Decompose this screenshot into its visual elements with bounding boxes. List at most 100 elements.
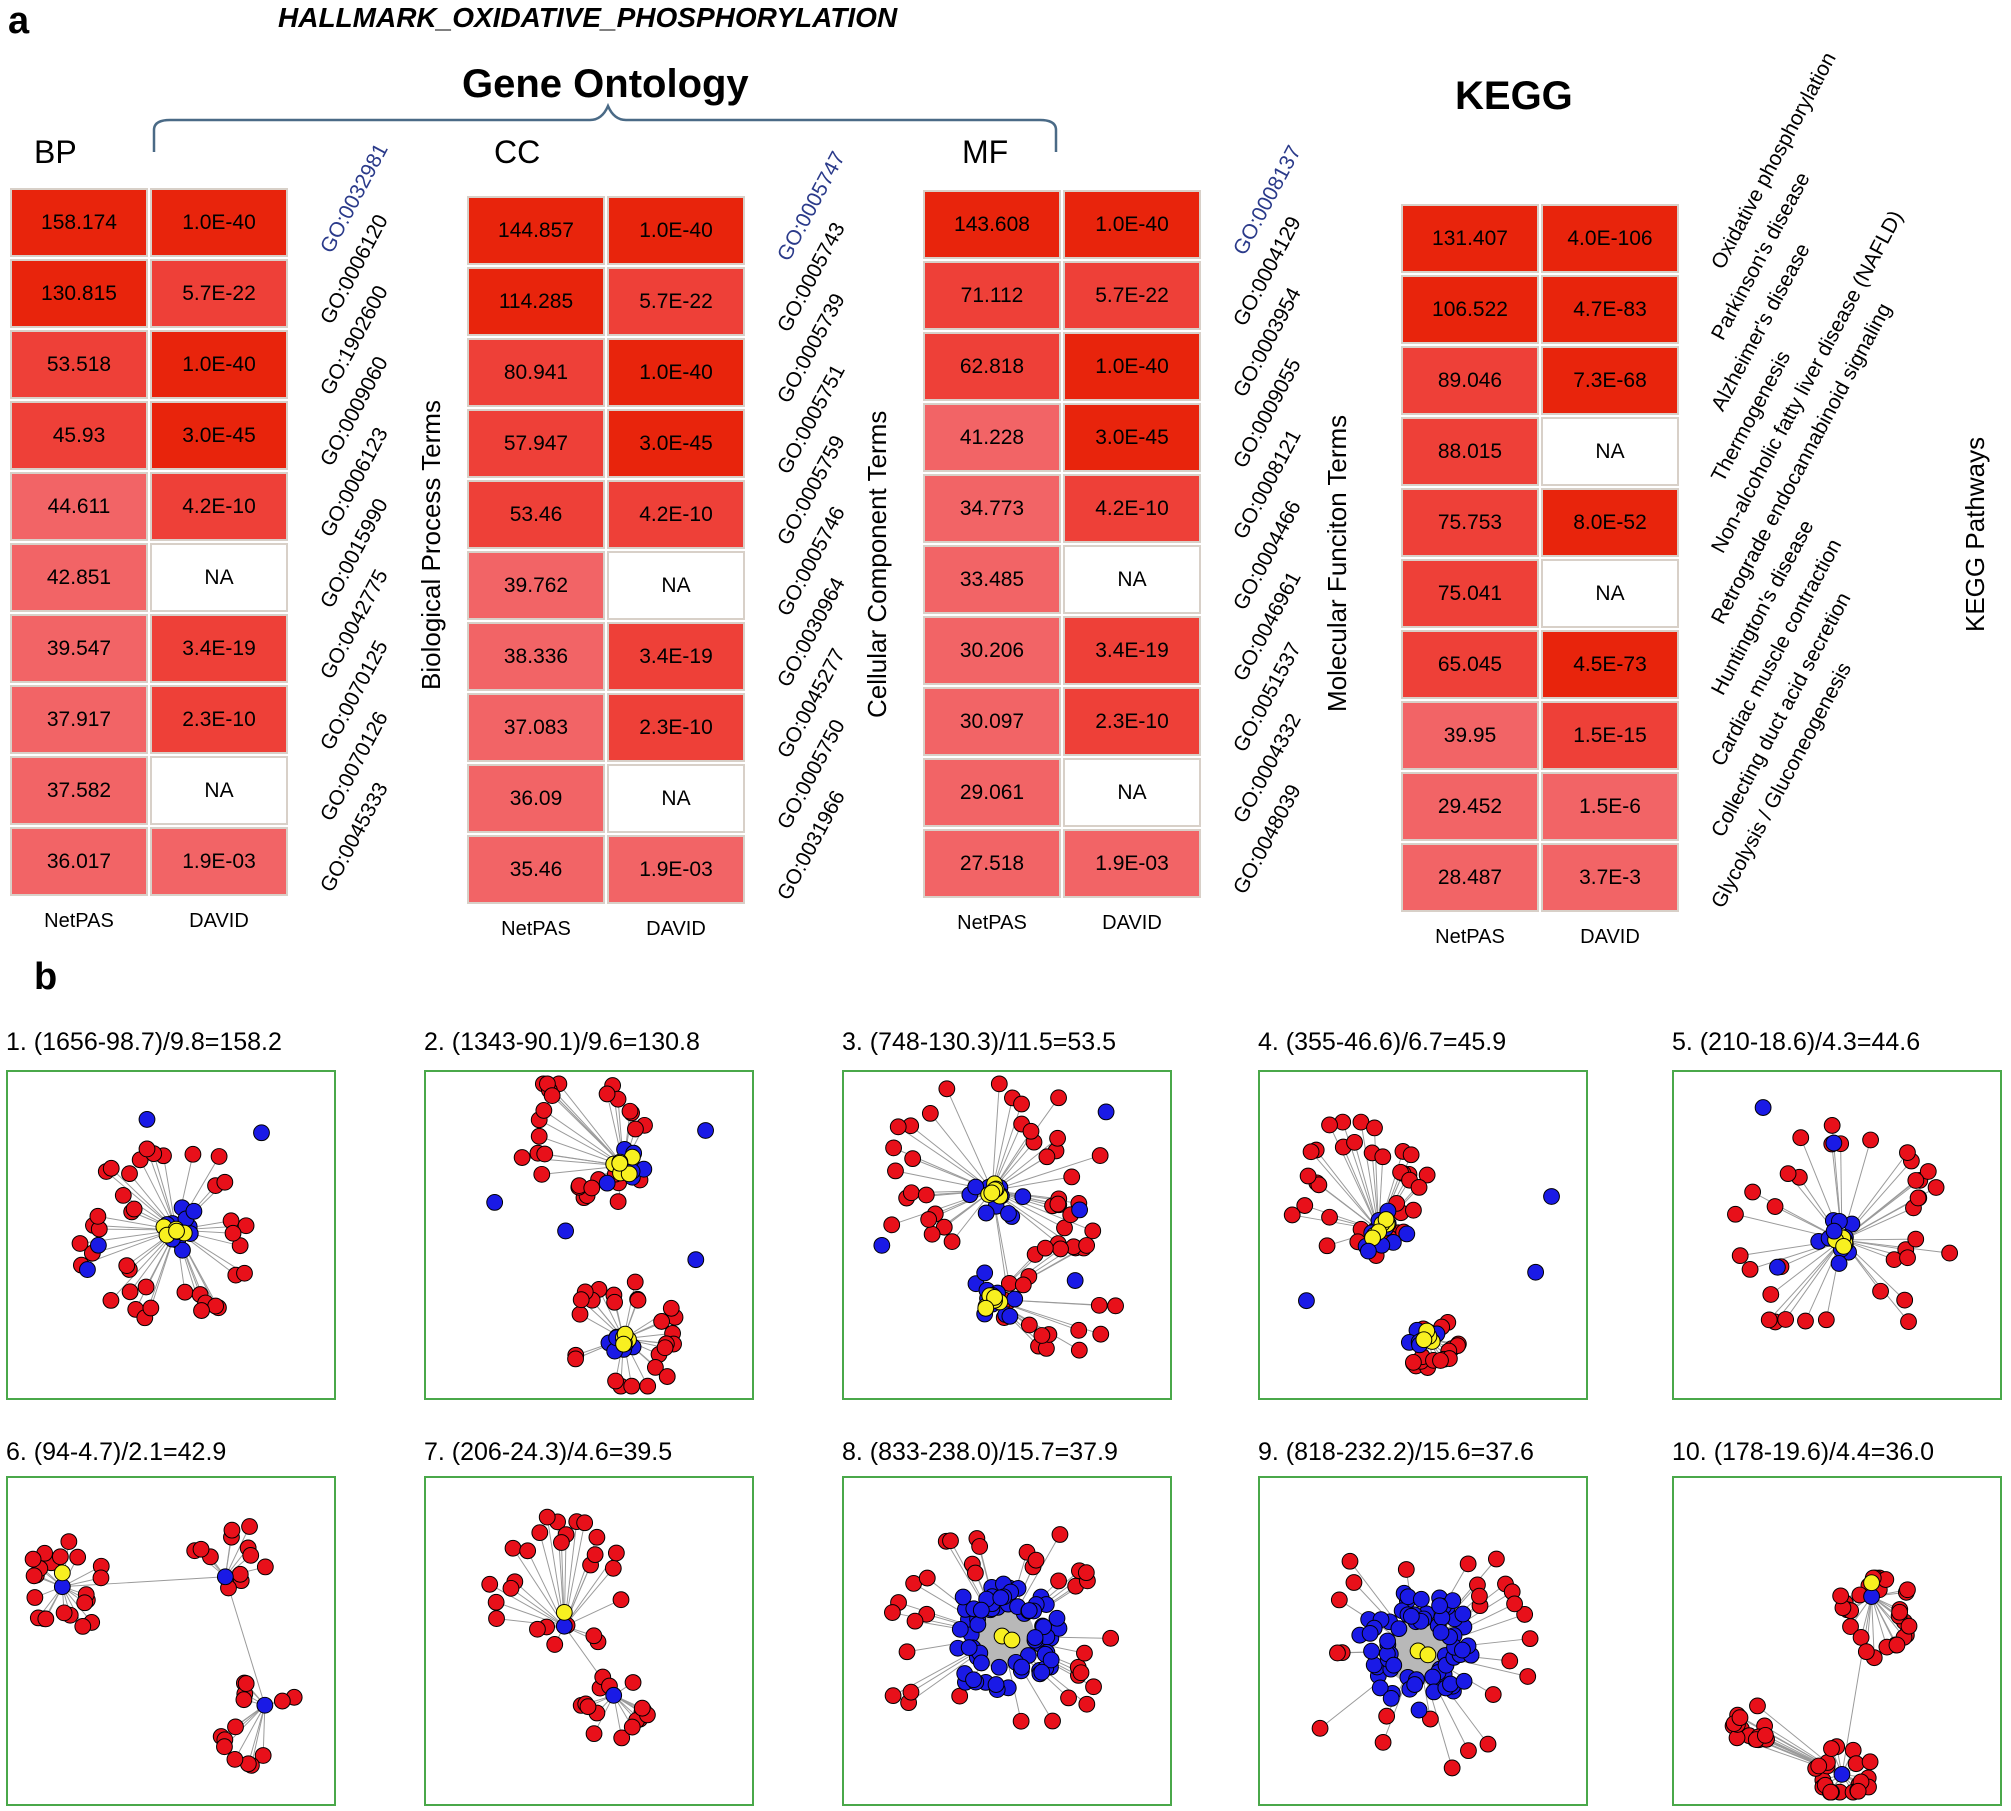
red-node: [227, 1718, 244, 1736]
blue-node: [1379, 1632, 1396, 1650]
mf-netpas-cell: 33.485: [923, 545, 1061, 614]
red-node: [125, 1200, 143, 1218]
red-node: [884, 1604, 901, 1621]
red-node: [938, 1080, 956, 1098]
red-node: [971, 1538, 989, 1555]
red-node: [210, 1148, 228, 1165]
red-node: [898, 1643, 916, 1661]
blue-node: [1361, 1624, 1379, 1642]
cc-axis-title: Cellular Component Terms: [862, 410, 892, 718]
red-node: [1857, 1643, 1875, 1661]
blue-node: [1097, 1103, 1115, 1121]
red-node: [235, 1691, 253, 1709]
cc-netpas-column-label: NetPAS: [501, 918, 571, 940]
red-node: [24, 1550, 42, 1568]
network-panel: [1672, 1476, 2002, 1806]
red-node: [1907, 1172, 1925, 1189]
network-panel: [6, 1070, 336, 1400]
yellow-node: [1835, 1237, 1853, 1255]
hallmark-title: HALLMARK_OXIDATIVE_PHOSPHORYLATION: [278, 2, 898, 33]
red-node: [567, 1350, 584, 1368]
cc-netpas-cell: 53.46: [467, 480, 605, 549]
red-node: [1346, 1133, 1363, 1151]
red-node: [536, 1145, 554, 1163]
red-node: [1888, 1636, 1906, 1654]
red-node: [1296, 1197, 1314, 1214]
red-node: [236, 1264, 253, 1282]
network-title: 3. (748-130.3)/11.5=53.5: [842, 1028, 1117, 1056]
red-node: [102, 1159, 120, 1177]
blue-node: [1454, 1641, 1471, 1659]
blue-node: [1454, 1605, 1472, 1623]
mf-axis-title: Molecular Funciton Terms: [1322, 414, 1352, 712]
blue-node: [976, 1264, 994, 1282]
red-node: [176, 1283, 194, 1301]
panel-b-letter: b: [34, 956, 58, 998]
red-node: [585, 1725, 603, 1743]
red-node: [598, 1085, 616, 1103]
bp-netpas-cell: 37.582: [10, 756, 148, 825]
red-node: [1762, 1286, 1780, 1303]
red-node: [1460, 1742, 1477, 1760]
red-node: [656, 1339, 674, 1357]
kegg-netpas-cell: 28.487: [1401, 843, 1539, 912]
red-node: [25, 1567, 43, 1585]
bp-netpas-cell: 39.547: [10, 614, 148, 683]
blue-node: [1385, 1656, 1403, 1674]
red-node: [1051, 1526, 1069, 1543]
mf-netpas-cell: 30.097: [923, 687, 1061, 756]
cc-david-cell: 5.7E-22: [607, 267, 745, 336]
red-node: [1777, 1311, 1795, 1328]
red-node: [1038, 1148, 1056, 1166]
blue-node: [1013, 1658, 1031, 1676]
yellow-node: [1419, 1646, 1437, 1664]
gene-ontology-bracket: [152, 102, 1058, 152]
red-node: [607, 1372, 624, 1390]
cc-david-cell: NA: [607, 764, 745, 833]
kegg-netpas-cell: 29.452: [1401, 772, 1539, 841]
mf-david-cell: 2.3E-10: [1063, 687, 1201, 756]
red-node: [60, 1533, 78, 1551]
red-node: [1107, 1297, 1124, 1315]
blue-node: [1402, 1607, 1420, 1625]
cc-netpas-cell: 80.941: [467, 338, 605, 407]
red-node: [513, 1149, 531, 1166]
red-node: [1862, 1131, 1879, 1149]
blue-node: [79, 1261, 96, 1278]
blue-node: [954, 1588, 972, 1606]
red-node: [1283, 1206, 1301, 1224]
blue-node: [977, 1204, 995, 1222]
red-node: [1345, 1574, 1363, 1591]
cc-david-cell: 3.0E-45: [607, 409, 745, 478]
kegg-david-cell: 4.0E-106: [1541, 204, 1679, 273]
network-graph: [1727, 1099, 1959, 1331]
red-node: [1052, 1240, 1069, 1258]
red-node: [1321, 1116, 1338, 1134]
red-node: [237, 1217, 255, 1235]
blue-node: [1033, 1663, 1051, 1681]
blue-node: [972, 1601, 990, 1619]
panel-a-letter: a: [8, 0, 30, 42]
network-graph: [1283, 1113, 1560, 1376]
red-node: [487, 1593, 505, 1611]
red-node: [1847, 1755, 1865, 1773]
red-node: [588, 1528, 606, 1546]
red-node: [623, 1377, 641, 1395]
yellow-node: [620, 1165, 638, 1183]
red-node: [1479, 1735, 1497, 1753]
red-node: [943, 1233, 961, 1251]
red-node: [884, 1687, 902, 1705]
blue-node: [1410, 1701, 1428, 1719]
red-node: [1049, 1129, 1066, 1147]
network-panel: [842, 1476, 1172, 1806]
red-node: [273, 1692, 291, 1710]
red-node: [1311, 1719, 1329, 1737]
blue-node: [174, 1241, 191, 1259]
red-node: [216, 1173, 234, 1191]
red-node: [613, 1729, 631, 1747]
red-node: [102, 1292, 120, 1309]
red-node: [629, 1291, 647, 1309]
red-node: [606, 1293, 623, 1311]
blue-node: [557, 1222, 574, 1240]
mf-netpas-cell: 41.228: [923, 403, 1061, 472]
